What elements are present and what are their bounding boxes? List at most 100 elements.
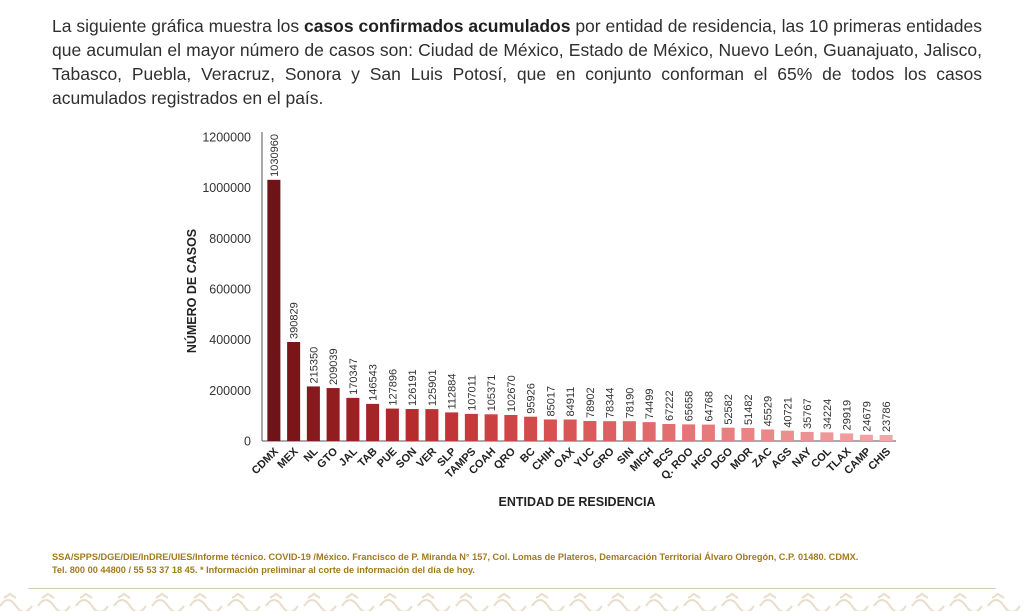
bar bbox=[425, 409, 439, 441]
bar bbox=[800, 431, 814, 441]
footer-line-2: Tel. 800 00 44800 / 55 53 37 18 45. * In… bbox=[52, 565, 475, 575]
intro-paragraph: La siguiente gráfica muestra los casos c… bbox=[52, 14, 982, 110]
pattern-motif bbox=[569, 592, 603, 611]
bar-value-label: 95926 bbox=[526, 383, 538, 414]
pattern-motif bbox=[227, 592, 261, 611]
bars-group bbox=[267, 179, 893, 441]
bar bbox=[721, 427, 735, 441]
bar bbox=[820, 432, 834, 441]
bar-value-label: 84911 bbox=[565, 387, 577, 417]
bar bbox=[464, 413, 478, 441]
category-label: QRO bbox=[492, 445, 519, 472]
pattern-motif bbox=[113, 592, 147, 611]
category-label: GRO bbox=[591, 445, 618, 472]
bar bbox=[346, 397, 360, 441]
category-label: CHIS bbox=[866, 446, 893, 473]
bar bbox=[682, 424, 696, 441]
pattern-motif bbox=[341, 592, 375, 611]
footer-divider bbox=[28, 588, 996, 589]
bar-value-label: 35767 bbox=[802, 398, 814, 429]
pattern-motif bbox=[151, 592, 185, 611]
footer-line-1: SSA/SPPS/DGE/DIE/InDRE/UIES/Informe técn… bbox=[52, 552, 859, 562]
bar bbox=[445, 412, 459, 441]
category-label: CHIH bbox=[530, 446, 558, 474]
category-label: JAL bbox=[337, 445, 360, 468]
pattern-motif bbox=[189, 592, 223, 611]
intro-text-start: La siguiente gráfica muestra los bbox=[52, 16, 304, 36]
category-label: NAY bbox=[790, 445, 815, 470]
bar-value-label: 74499 bbox=[644, 389, 656, 420]
pattern-motif bbox=[607, 592, 641, 611]
bar bbox=[306, 386, 320, 441]
pattern-motif bbox=[493, 592, 527, 611]
y-tick-label: 1000000 bbox=[202, 181, 251, 195]
bar bbox=[662, 423, 676, 441]
intro-highlight: casos confirmados acumulados bbox=[303, 16, 571, 36]
pattern-motif bbox=[797, 592, 831, 611]
bar bbox=[563, 419, 577, 441]
bar bbox=[622, 421, 636, 441]
bar bbox=[504, 414, 518, 441]
pattern-motif bbox=[873, 592, 907, 611]
pattern-motif bbox=[455, 592, 489, 611]
bar-value-label: 146543 bbox=[368, 364, 380, 401]
y-tick-label: 200000 bbox=[209, 384, 251, 398]
y-tick-label: 1200000 bbox=[202, 131, 251, 145]
pattern-motif bbox=[987, 592, 1021, 611]
bar bbox=[385, 408, 399, 441]
bar-value-label: 102670 bbox=[506, 375, 518, 412]
bar-value-label: 67222 bbox=[664, 390, 676, 421]
bar bbox=[524, 416, 538, 441]
y-axis-title: NÚMERO DE CASOS bbox=[184, 229, 199, 353]
bar bbox=[287, 341, 301, 441]
pattern-motif bbox=[683, 592, 717, 611]
category-label: GTO bbox=[315, 445, 341, 471]
category-label: SON bbox=[394, 446, 419, 471]
bar-value-label: 51482 bbox=[743, 394, 755, 425]
bar-value-label: 107011 bbox=[466, 375, 478, 411]
x-axis-title: ENTIDAD DE RESIDENCIA bbox=[499, 495, 656, 509]
bar bbox=[366, 403, 380, 441]
bar bbox=[583, 421, 597, 441]
pattern-motif bbox=[265, 592, 299, 611]
bar bbox=[761, 429, 775, 441]
bar bbox=[879, 434, 893, 441]
bar-value-label: 65658 bbox=[684, 391, 696, 422]
bar-value-label: 126191 bbox=[407, 369, 419, 406]
bar bbox=[741, 427, 755, 441]
bar-value-label: 390829 bbox=[289, 302, 301, 339]
pattern-motif bbox=[37, 592, 71, 611]
bar-value-label: 127896 bbox=[387, 369, 399, 406]
bar-value-label: 78344 bbox=[605, 388, 617, 419]
y-axis-ticks: 0 200000 400000 600000 800000 1000000 1200000 bbox=[202, 131, 251, 449]
intro-text-end: por entidad de residencia, las 10 primer… bbox=[52, 16, 982, 108]
category-label: HGO bbox=[689, 445, 716, 472]
bar bbox=[859, 434, 873, 441]
bar-value-label: 215350 bbox=[308, 347, 320, 384]
bar-value-label: 85017 bbox=[545, 386, 557, 417]
bar bbox=[642, 422, 656, 441]
bar bbox=[603, 421, 617, 441]
bar bbox=[405, 409, 419, 441]
pattern-motif bbox=[949, 592, 983, 611]
bar-value-label: 40721 bbox=[782, 397, 794, 428]
pattern-motif bbox=[75, 592, 109, 611]
bar-value-label: 52582 bbox=[723, 394, 735, 425]
pattern-motif bbox=[721, 592, 755, 611]
pattern-motif bbox=[531, 592, 565, 611]
category-label: TAB bbox=[356, 446, 380, 470]
bar-value-label: 64768 bbox=[703, 391, 715, 422]
bar bbox=[326, 388, 340, 441]
bar-value-label: 112884 bbox=[447, 374, 459, 410]
pattern-motif bbox=[379, 592, 413, 611]
bar-value-label: 29919 bbox=[842, 400, 854, 431]
footer-source: SSA/SPPS/DGE/DIE/InDRE/UIES/Informe técn… bbox=[52, 551, 992, 577]
bar-value-label: 45529 bbox=[763, 396, 775, 427]
pattern-motif bbox=[303, 592, 337, 611]
bar-value-label: 209039 bbox=[328, 348, 340, 385]
bar-value-label: 24679 bbox=[861, 401, 873, 432]
bar-value-label: 78902 bbox=[585, 387, 597, 418]
pattern-motif bbox=[835, 592, 869, 611]
pattern-motif bbox=[0, 592, 33, 611]
pattern-motif bbox=[759, 592, 793, 611]
